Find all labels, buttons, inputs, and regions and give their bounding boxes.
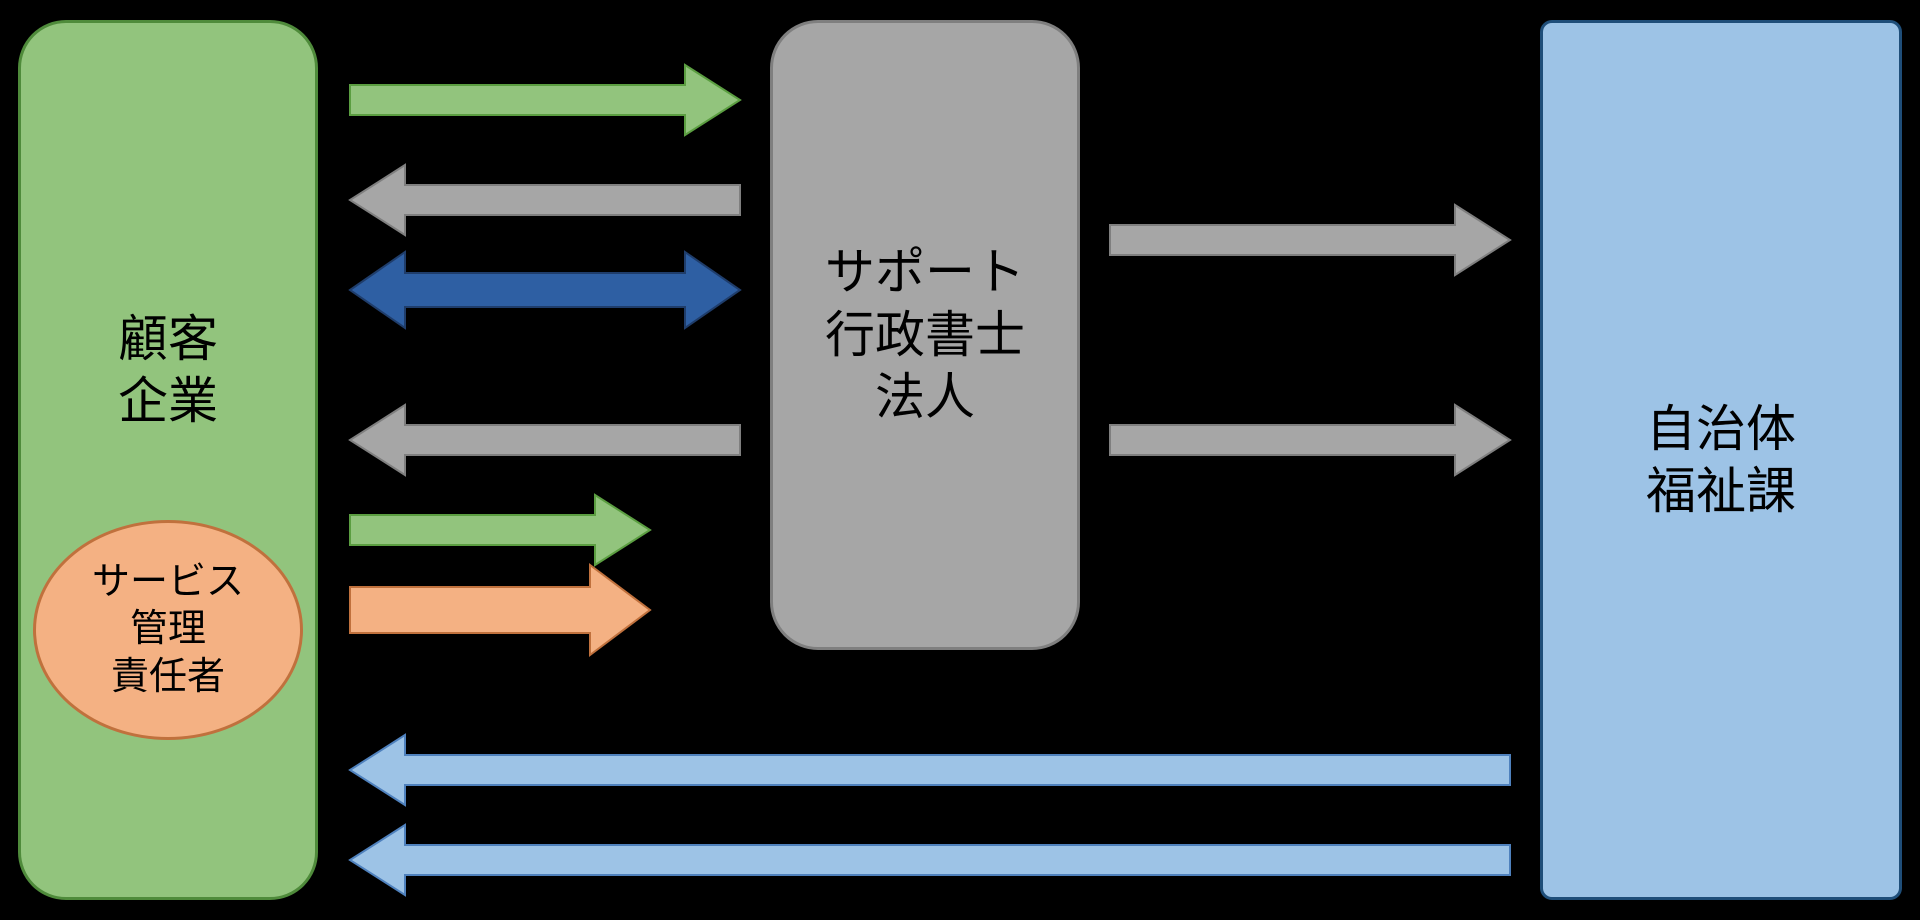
a-green-right-mid	[350, 495, 650, 565]
arrows-layer	[0, 0, 1920, 920]
a-green-right-top	[350, 65, 740, 135]
a-ltblue-left-1	[350, 735, 1510, 805]
a-gray-right-bot-r	[1110, 405, 1510, 475]
a-ltblue-left-2	[350, 825, 1510, 895]
a-blue-double	[350, 252, 740, 328]
diagram-stage: 顧客 企業 サービス 管理 責任者 サポート 行政書士 法人 自治体 福祉課	[0, 0, 1920, 920]
a-gray-right-top-r	[1110, 205, 1510, 275]
a-gray-left-1	[350, 165, 740, 235]
a-gray-left-2	[350, 405, 740, 475]
a-orange-right	[350, 565, 650, 655]
